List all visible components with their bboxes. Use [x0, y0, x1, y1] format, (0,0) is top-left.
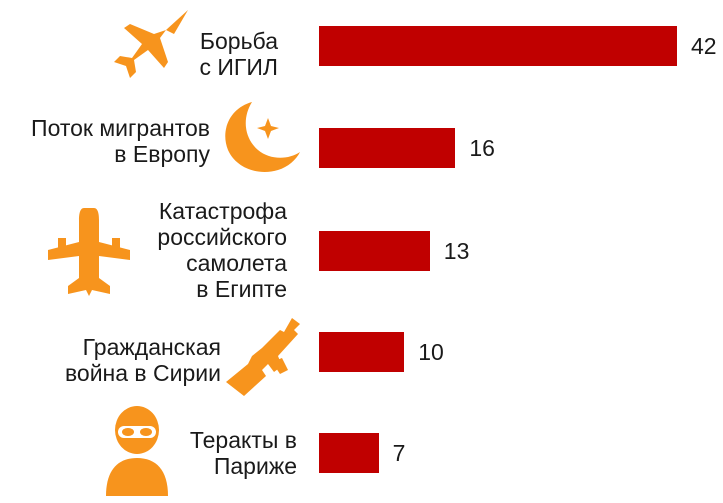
bar-migrants: [319, 128, 456, 168]
bar-syria: [319, 332, 405, 372]
bar-paris: [319, 433, 379, 473]
value-label-syria: 10: [418, 339, 444, 365]
crescent-star-icon: [225, 102, 300, 172]
bar-isis: [319, 26, 677, 66]
category-label-paris: Теракты в Париже: [189, 427, 297, 479]
value-label-migrants: 16: [469, 135, 495, 161]
value-label-paris: 7: [392, 440, 406, 466]
category-label-plane-crash: Катастрофа российского самолета в Египте: [157, 198, 287, 302]
value-label-plane-crash: 13: [443, 238, 470, 264]
masked-person-icon: [106, 406, 168, 496]
value-label-isis: 42: [691, 33, 717, 59]
airplane-icon: [48, 208, 130, 296]
category-label-isis: Борьба с ИГИЛ: [199, 28, 278, 80]
fighter-jet-icon: [114, 10, 188, 78]
bar-plane-crash: [319, 231, 430, 271]
category-label-syria: Гражданская война в Сирии: [64, 334, 221, 386]
category-label-migrants: Поток мигрантов в Европу: [31, 115, 210, 167]
rifle-icon: [226, 318, 300, 396]
